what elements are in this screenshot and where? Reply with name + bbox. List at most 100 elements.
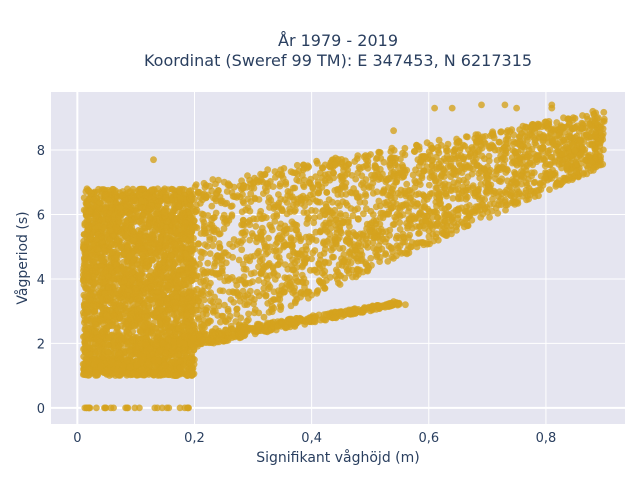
data-point: [92, 321, 99, 328]
data-point: [437, 200, 445, 207]
data-point: [530, 179, 538, 187]
data-point: [161, 212, 169, 220]
data-point: [288, 278, 296, 286]
data-point: [492, 175, 499, 183]
data-point: [117, 229, 125, 237]
data-point: [145, 304, 153, 311]
data-point: [151, 294, 159, 302]
data-point: [200, 179, 208, 187]
data-points: [79, 101, 608, 412]
data-point: [143, 258, 151, 265]
data-point: [357, 242, 365, 250]
data-point: [553, 119, 561, 126]
data-point: [420, 204, 428, 211]
data-point: [204, 212, 212, 219]
data-point: [395, 204, 402, 212]
data-point: [203, 304, 211, 312]
data-point: [447, 186, 455, 194]
data-point: [460, 141, 467, 149]
data-point: [100, 207, 108, 215]
data-point: [167, 323, 175, 331]
data-point: [489, 128, 496, 136]
data-point: [117, 241, 125, 249]
data-point: [373, 188, 381, 196]
data-point: [256, 257, 264, 265]
data-point: [238, 221, 246, 229]
data-point: [409, 171, 417, 179]
data-point: [201, 230, 208, 238]
data-point: [421, 153, 428, 160]
data-point: [213, 252, 221, 260]
data-point: [131, 322, 139, 330]
data-point: [547, 161, 554, 168]
data-point: [241, 231, 248, 239]
data-point: [346, 250, 354, 257]
data-point: [323, 189, 331, 196]
data-point: [329, 253, 336, 261]
data-point: [215, 187, 222, 194]
data-point: [338, 173, 346, 181]
data-point: [568, 176, 576, 184]
data-point: [524, 142, 532, 150]
data-point: [148, 256, 156, 263]
data-point: [140, 212, 148, 219]
data-point: [388, 154, 396, 162]
data-point: [556, 139, 564, 146]
data-point: [124, 305, 132, 312]
data-point: [116, 302, 124, 309]
data-point: [116, 204, 124, 212]
data-point: [243, 256, 251, 264]
data-point: [379, 214, 387, 222]
data-point: [600, 115, 608, 123]
data-point: [276, 182, 284, 190]
data-point: [302, 233, 310, 241]
data-point: [88, 252, 96, 260]
data-point: [501, 188, 509, 196]
data-point: [399, 149, 406, 157]
data-point: [507, 183, 514, 190]
data-point: [99, 327, 107, 335]
data-point: [375, 148, 383, 156]
data-point: [176, 279, 184, 287]
data-point: [579, 144, 586, 152]
data-point: [420, 212, 428, 220]
data-point: [382, 228, 390, 236]
data-point: [286, 252, 293, 260]
data-point: [254, 249, 261, 257]
data-point: [569, 141, 577, 148]
data-point: [167, 252, 175, 260]
data-point: [219, 312, 227, 320]
data-point: [244, 291, 252, 299]
data-point: [526, 159, 534, 167]
data-point: [411, 177, 419, 185]
data-point: [458, 218, 466, 226]
data-point: [293, 176, 301, 184]
data-point: [129, 227, 137, 235]
data-point: [122, 320, 130, 328]
data-point: [210, 214, 217, 222]
data-point: [84, 307, 92, 315]
data-point: [91, 308, 99, 315]
data-point: [111, 342, 119, 349]
data-point: [546, 146, 554, 154]
chart-title-line2: Koordinat (Sweref 99 TM): E 347453, N 62…: [144, 51, 532, 70]
data-point: [283, 275, 291, 282]
data-point: [538, 123, 546, 131]
data-point: [120, 258, 127, 266]
data-point: [390, 146, 398, 154]
data-point: [164, 264, 172, 272]
data-point: [154, 284, 162, 291]
data-point: [362, 192, 370, 200]
data-point: [265, 234, 272, 242]
data-point: [200, 270, 208, 277]
data-point: [102, 269, 109, 277]
data-point: [489, 195, 496, 203]
data-point: [507, 189, 515, 197]
data-point: [312, 173, 320, 181]
data-point: [585, 120, 593, 128]
data-point: [250, 300, 257, 308]
data-point: [155, 242, 163, 250]
data-point: [86, 351, 94, 359]
data-point: [95, 222, 103, 230]
data-point: [80, 206, 88, 214]
